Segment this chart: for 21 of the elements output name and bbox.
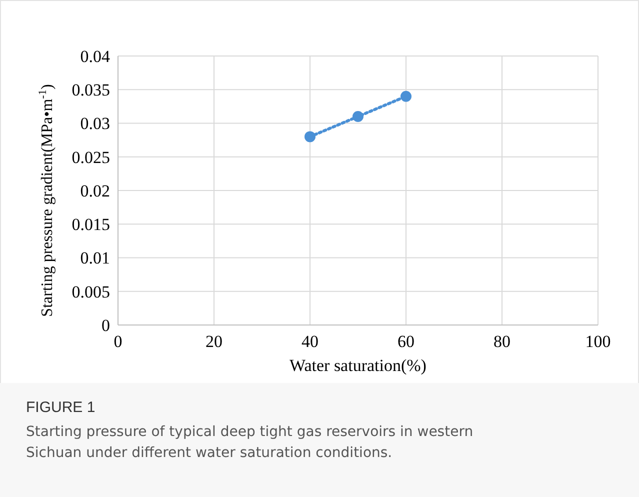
x-tick-label: 0 (114, 332, 122, 351)
y-tick-label: 0.005 (72, 282, 110, 302)
y-tick-label: 0.035 (72, 80, 110, 100)
y-tick-label: 0.01 (80, 248, 110, 268)
point (400, 90, 412, 102)
x-tick-label: 80 (494, 332, 510, 351)
point (352, 111, 364, 122)
point (304, 131, 316, 142)
caption: FIGURE 1 (26, 399, 96, 416)
y-tick-label: 0.02 (80, 181, 110, 200)
y-tick-label: 0.025 (72, 148, 110, 167)
y-tick-label: 0.04 (80, 46, 110, 66)
y-tick-label: 0 (102, 316, 110, 335)
x-axis-title: Water saturation(%) (290, 356, 426, 375)
text: Starting pressure of typical deep tight gas reservoirs in western Sichuan under different water saturation conditions. (26, 424, 474, 461)
y-tick-label: 0.03 (80, 114, 110, 134)
y-tick-label: 0.015 (72, 215, 110, 234)
x-tick-label: 60 (398, 332, 414, 351)
x-tick-label: 40 (302, 332, 318, 351)
x-tick-label: 20 (206, 332, 222, 351)
x-tick-label: 100 (585, 332, 611, 351)
